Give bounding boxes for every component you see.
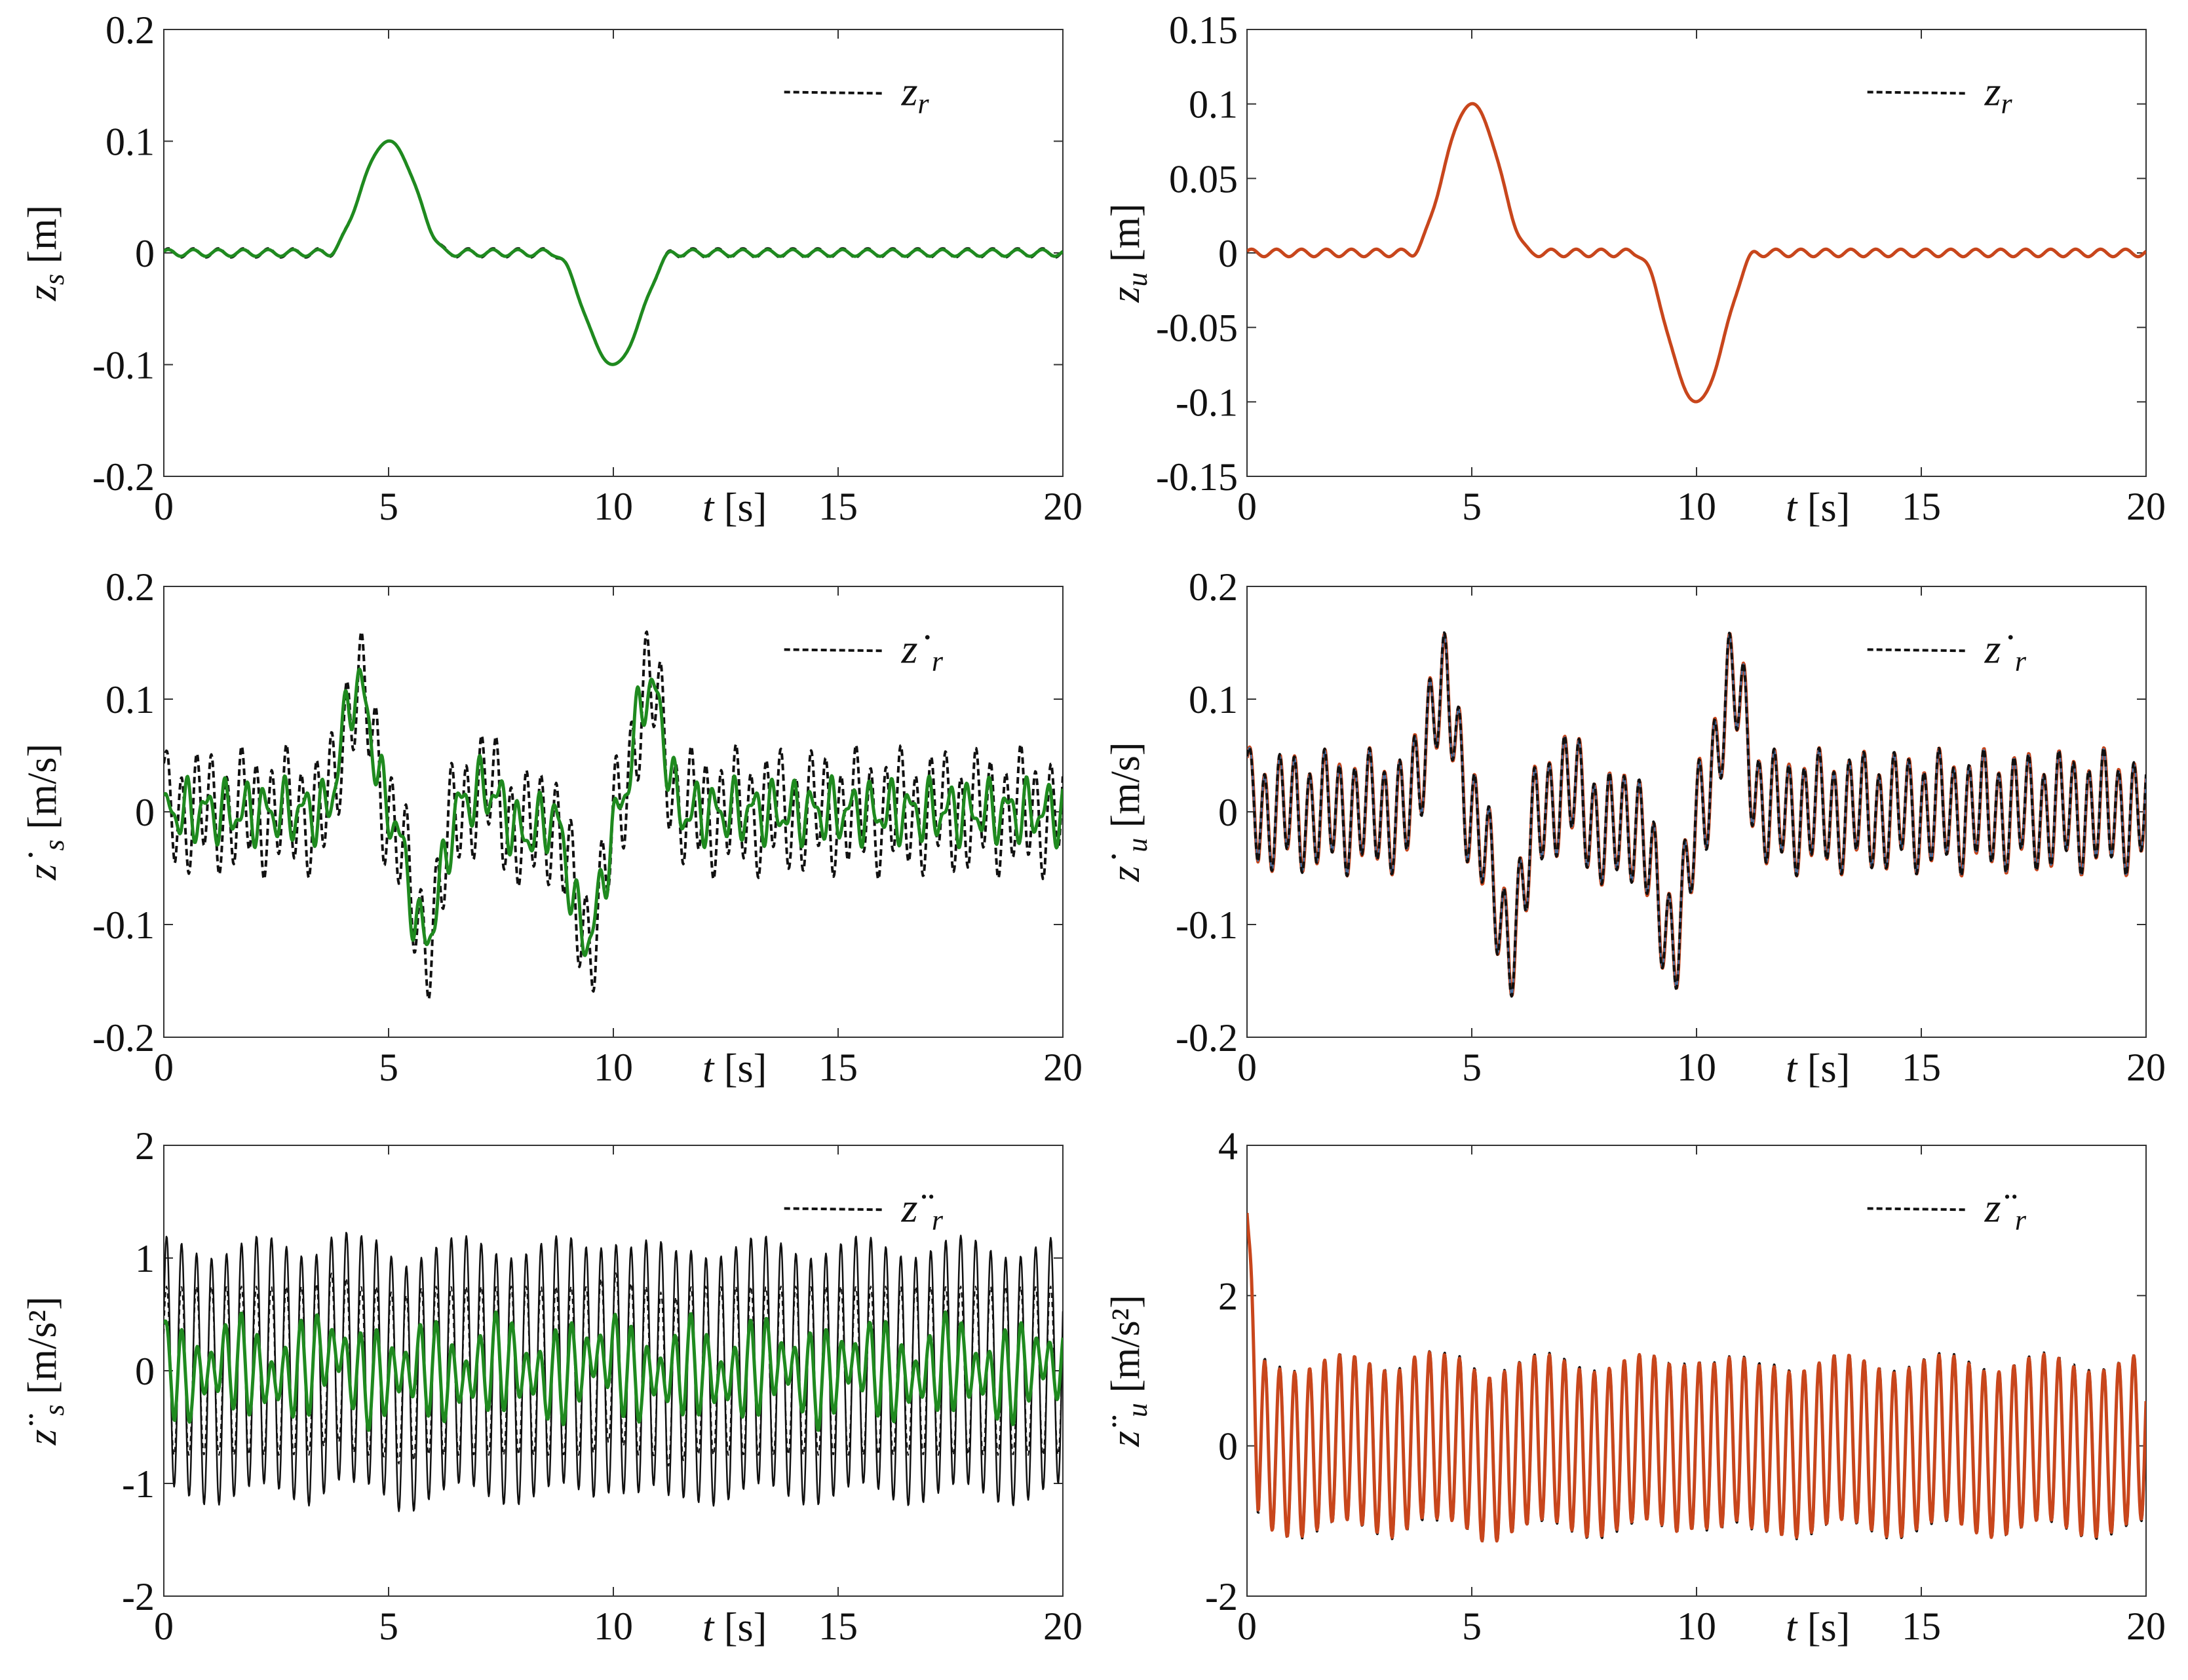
legend-label: z¨r xyxy=(1984,1184,2027,1236)
y-axis-label: z¨s [m/s²] xyxy=(20,1297,70,1446)
x-tick-label: 0 xyxy=(1237,1046,1257,1089)
x-tick-label: 10 xyxy=(594,1046,633,1089)
x-tick-label: 20 xyxy=(1043,485,1083,528)
x-tick-label: 5 xyxy=(379,485,398,528)
y-tick-label: -2 xyxy=(122,1575,155,1618)
y-tick-label: 0 xyxy=(1218,232,1238,275)
legend-line xyxy=(784,1207,883,1212)
x-axis-label: t [s] xyxy=(702,1046,767,1091)
legend-label: zr xyxy=(1984,67,2013,119)
y-tick-label: 0 xyxy=(135,1350,155,1393)
x-tick-label: 0 xyxy=(1237,1605,1257,1648)
series-line-zu_ddot-1 xyxy=(1247,1213,2146,1543)
y-tick-label: 0 xyxy=(135,791,155,834)
x-axis-label: t [s] xyxy=(702,486,767,530)
series-line-zs_ddot-0 xyxy=(164,1231,1063,1512)
series-line-zu-1 xyxy=(1247,102,2146,404)
y-tick-label: 0.1 xyxy=(1189,678,1238,721)
x-tick-label: 0 xyxy=(154,485,174,528)
x-tick-label: 10 xyxy=(594,1605,633,1648)
x-tick-label: 5 xyxy=(1462,485,1482,528)
subplot-zs_ddot: 0 5 10 15 20 -2 -1 0 1 2 t [s] z¨s [m/s²] z¨r xyxy=(20,1124,1083,1650)
x-tick-label: 15 xyxy=(1902,1605,1941,1648)
x-tick-label: 15 xyxy=(1902,485,1941,528)
y-axis-label: zu [m] xyxy=(1104,203,1153,303)
x-tick-label: 15 xyxy=(818,1605,858,1648)
subplot-zu_dot: 0 5 10 15 20 -0.2 -0.1 0 0.1 0.2 t [s] z˙u [m/s] z˙r xyxy=(1104,565,2166,1091)
x-tick-label: 0 xyxy=(154,1046,174,1089)
y-tick-label: 0.2 xyxy=(1189,565,1238,609)
y-tick-label: 0.2 xyxy=(106,9,155,52)
y-tick-label: 0 xyxy=(1218,791,1238,834)
y-tick-label: -0.1 xyxy=(92,344,155,387)
y-tick-label: 0 xyxy=(1218,1425,1238,1468)
x-tick-label: 20 xyxy=(1043,1605,1083,1648)
legend-line xyxy=(1867,1207,1967,1212)
x-tick-label: 20 xyxy=(2126,1605,2166,1648)
subplot-zs: 0 5 10 15 20 -0.2 -0.1 0 0.1 0.2 t [s] zs [m] zr xyxy=(20,9,1083,530)
y-tick-label: -0.1 xyxy=(1176,904,1238,947)
legend-label: zr xyxy=(901,67,930,119)
series-line-zs_ddot-2 xyxy=(164,1310,1063,1432)
x-axis-label: t [s] xyxy=(1786,1605,1850,1650)
x-tick-label: 5 xyxy=(1462,1605,1482,1648)
legend-line xyxy=(784,648,883,653)
x-tick-label: 15 xyxy=(1902,1046,1941,1089)
x-axis-label: t [s] xyxy=(702,1605,767,1650)
x-tick-label: 15 xyxy=(818,1046,858,1089)
y-tick-label: 0.1 xyxy=(1189,83,1238,126)
y-tick-label: -0.1 xyxy=(1176,381,1238,424)
x-tick-label: 20 xyxy=(2126,485,2166,528)
series-line-zu_dot-2 xyxy=(1247,631,2146,998)
y-tick-label: 0.2 xyxy=(106,565,155,609)
y-tick-label: 0 xyxy=(135,232,155,275)
x-tick-label: 5 xyxy=(379,1046,398,1089)
y-axis-label: z˙s [m/s] xyxy=(20,744,70,881)
y-tick-label: -0.2 xyxy=(92,1016,155,1060)
y-tick-label: -0.1 xyxy=(92,904,155,947)
x-tick-label: 10 xyxy=(1677,1605,1716,1648)
subplot-zu: 0 5 10 15 20 -0.15 -0.1 -0.05 0 0.05 0.1 0.15 t [s] z… xyxy=(1104,9,2166,530)
x-tick-label: 15 xyxy=(818,485,858,528)
x-tick-label: 10 xyxy=(1677,1046,1716,1089)
y-tick-label: 2 xyxy=(135,1124,155,1168)
y-tick-label: -1 xyxy=(122,1462,155,1506)
y-tick-label: 4 xyxy=(1218,1124,1238,1168)
legend-line xyxy=(1867,90,1967,95)
x-axis-label: t [s] xyxy=(1786,486,1850,530)
y-tick-label: 0.05 xyxy=(1169,157,1238,200)
y-tick-label: -2 xyxy=(1205,1575,1238,1618)
x-tick-label: 0 xyxy=(154,1605,174,1648)
legend-label: z˙r xyxy=(1984,625,2027,677)
y-axis-label: zs [m] xyxy=(20,205,70,301)
legend-label: z¨r xyxy=(901,1184,944,1236)
y-axis-label: z¨u [m/s²] xyxy=(1104,1295,1153,1447)
x-tick-label: 0 xyxy=(1237,485,1257,528)
y-tick-label: 0.1 xyxy=(106,121,155,164)
x-tick-label: 10 xyxy=(1677,485,1716,528)
legend-line xyxy=(784,90,883,95)
y-tick-label: -0.05 xyxy=(1156,307,1238,350)
y-tick-label: -0.2 xyxy=(92,455,155,499)
y-tick-label: -0.2 xyxy=(1176,1016,1238,1060)
legend-line xyxy=(1867,648,1967,653)
y-axis-label: z˙u [m/s] xyxy=(1104,742,1153,882)
x-axis-label: t [s] xyxy=(1786,1046,1850,1091)
subplot-zs_dot: 0 5 10 15 20 -0.2 -0.1 0 0.1 0.2 t [s] z˙s [m/s] z˙r xyxy=(20,565,1083,1091)
series-line-zs_dot-1 xyxy=(164,667,1063,957)
y-tick-label: 1 xyxy=(135,1237,155,1280)
x-tick-label: 5 xyxy=(379,1605,398,1648)
x-tick-label: 20 xyxy=(1043,1046,1083,1089)
legend-label: z˙r xyxy=(901,625,944,677)
y-tick-label: 2 xyxy=(1218,1274,1238,1318)
y-tick-label: -0.15 xyxy=(1156,455,1238,499)
x-tick-label: 10 xyxy=(594,485,633,528)
x-tick-label: 20 xyxy=(2126,1046,2166,1089)
y-tick-label: 0.15 xyxy=(1169,9,1238,52)
x-tick-label: 5 xyxy=(1462,1046,1482,1089)
y-tick-label: 0.1 xyxy=(106,678,155,721)
series-line-zs-1 xyxy=(164,139,1063,366)
